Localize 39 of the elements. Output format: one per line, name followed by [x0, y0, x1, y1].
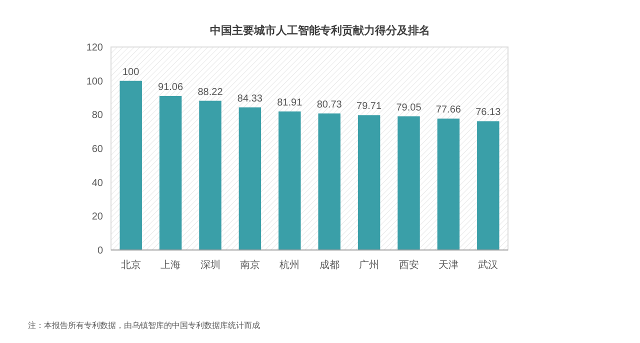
data-label: 81.91: [277, 97, 303, 108]
data-label: 79.05: [396, 102, 422, 114]
x-tick-label: 北京: [120, 259, 141, 271]
y-tick-label: 20: [92, 212, 104, 223]
data-label: 91.06: [158, 82, 184, 93]
chart-title: 中国主要城市人工智能专利贡献力得分及排名: [210, 24, 430, 37]
y-tick-label: 80: [92, 110, 104, 122]
data-label: 88.22: [198, 86, 224, 98]
text: 注：本报告所有专利数据，由乌镇智库的中国专利数据库统计而成: [28, 321, 260, 330]
y-tick-label: 0: [97, 246, 104, 256]
x-tick-label: 西安: [398, 259, 419, 271]
bar: [238, 107, 262, 250]
bar: [398, 116, 420, 250]
x-tick-label: 杭州: [278, 259, 300, 271]
y-tick-label: 60: [92, 144, 104, 155]
y-tick-label: 40: [92, 178, 104, 189]
x-tick-label: 成都: [319, 259, 340, 271]
x-tick-label: 广州: [359, 259, 380, 271]
bar: [477, 121, 500, 250]
x-tick-label: 天津: [438, 259, 458, 271]
data-label: 100: [122, 66, 140, 78]
x-tick-label: 深圳: [200, 259, 220, 271]
y-tick-label: 120: [86, 42, 104, 54]
data-label: 79.71: [356, 101, 382, 112]
bar: [358, 115, 380, 250]
y-tick-label: 100: [86, 76, 104, 88]
bar: [278, 111, 301, 250]
bar: [159, 96, 182, 250]
bar: [437, 118, 460, 250]
bar: [318, 113, 340, 250]
x-tick-label: 武汉: [478, 259, 498, 271]
x-tick-label: 南京: [240, 259, 260, 271]
data-label: 84.33: [237, 93, 263, 104]
data-label: 80.73: [316, 99, 342, 110]
bar: [120, 80, 142, 250]
data-label: 77.66: [436, 104, 462, 116]
x-tick-label: 上海: [160, 259, 181, 271]
data-label: 76.13: [476, 107, 502, 118]
bar: [199, 100, 222, 250]
